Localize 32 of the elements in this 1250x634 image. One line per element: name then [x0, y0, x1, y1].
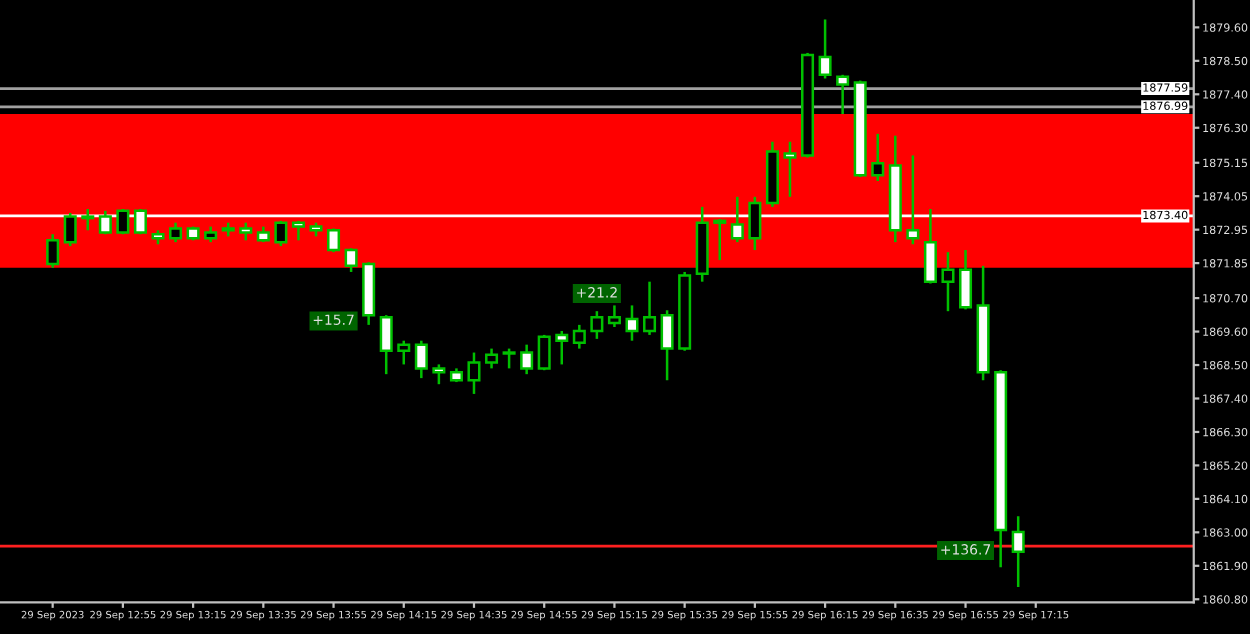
candlestick	[572, 323, 586, 350]
candlestick	[959, 248, 973, 311]
candlestick	[379, 313, 393, 376]
candlestick	[502, 347, 516, 370]
candlestick	[274, 219, 288, 248]
candlestick	[116, 207, 130, 236]
candlestick	[783, 140, 797, 199]
candlestick	[432, 363, 446, 386]
candlestick	[344, 246, 358, 274]
candlestick	[836, 73, 850, 116]
candlestick	[748, 195, 762, 252]
candlestick	[871, 132, 885, 183]
candlestick	[467, 351, 481, 396]
candlestick	[169, 221, 183, 244]
candlestick	[485, 347, 499, 370]
candlestick	[555, 329, 569, 366]
candlestick	[941, 250, 955, 313]
candlestick	[46, 232, 60, 269]
candlestick	[327, 227, 341, 254]
candlestick	[818, 18, 832, 80]
candlestick	[520, 343, 534, 376]
candlestick	[1011, 514, 1025, 589]
candlestick	[590, 309, 604, 341]
candlestick	[643, 280, 657, 337]
candlestick	[63, 211, 77, 248]
candlestick	[660, 309, 674, 382]
candlestick	[625, 304, 639, 342]
candlestick	[81, 207, 95, 232]
candlestick	[414, 339, 428, 380]
candlestick	[607, 304, 621, 329]
candlestick	[397, 339, 411, 366]
candlestick	[713, 217, 727, 262]
